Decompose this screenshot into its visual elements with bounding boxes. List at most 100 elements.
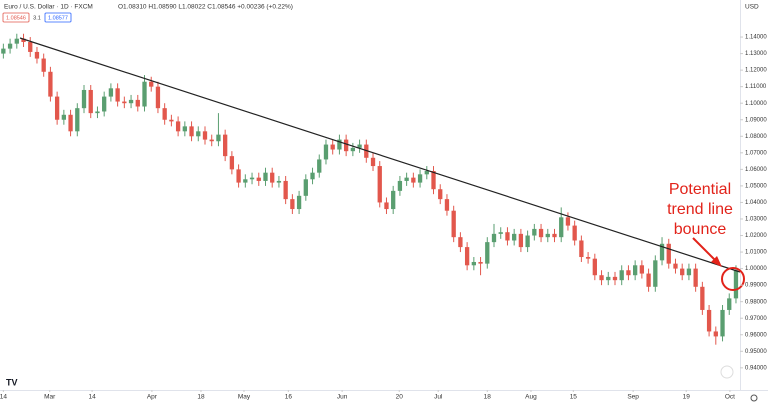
candle-body bbox=[317, 159, 322, 173]
candle-body bbox=[592, 258, 597, 276]
candle-body bbox=[95, 111, 100, 114]
candle-body bbox=[458, 237, 463, 248]
y-tick-label: 1.00000 bbox=[745, 266, 767, 272]
candle-body bbox=[202, 131, 208, 140]
x-tick-label: 18 bbox=[197, 394, 205, 401]
candle-body bbox=[21, 38, 26, 43]
candle-body bbox=[626, 270, 631, 276]
candle-body bbox=[209, 139, 214, 142]
spread: 3.1 bbox=[33, 15, 41, 21]
x-tick-label: Apr bbox=[147, 394, 158, 401]
candle-body bbox=[518, 233, 524, 248]
candle-body bbox=[102, 96, 107, 112]
candle-body bbox=[229, 156, 235, 170]
candle-body bbox=[706, 309, 712, 332]
candle-body bbox=[404, 177, 409, 181]
candle-body bbox=[61, 114, 67, 120]
candle-body bbox=[54, 96, 60, 120]
candle-body bbox=[471, 261, 476, 266]
candle-body bbox=[485, 242, 490, 264]
arrow-head bbox=[711, 256, 722, 267]
candle-body bbox=[444, 199, 450, 211]
candle-body bbox=[290, 199, 295, 210]
candle-body bbox=[572, 225, 577, 241]
x-tick-label: 14 bbox=[0, 394, 7, 401]
x-tick-label: Aug bbox=[525, 394, 537, 401]
x-tick-label: 18 bbox=[484, 394, 492, 401]
bid-price: 1.08546 bbox=[6, 15, 26, 21]
x-tick-label: May bbox=[238, 394, 251, 401]
annotation-text: Potential bbox=[669, 181, 731, 198]
candle-body bbox=[263, 172, 268, 181]
candle-body bbox=[646, 273, 651, 287]
candle-body bbox=[417, 174, 423, 183]
candle-body bbox=[384, 202, 389, 210]
candle-body bbox=[700, 286, 705, 310]
y-tick-label: 0.95000 bbox=[745, 349, 767, 355]
candle-body bbox=[68, 114, 73, 132]
candle-body bbox=[599, 275, 604, 281]
candle-body bbox=[256, 177, 261, 181]
candle-body bbox=[34, 51, 40, 59]
candle-body bbox=[357, 144, 362, 148]
candle-body bbox=[673, 263, 678, 269]
candle-body bbox=[552, 233, 557, 238]
scroll-button[interactable] bbox=[720, 365, 734, 379]
candle-body bbox=[283, 180, 288, 200]
currency: USD bbox=[745, 4, 759, 11]
candle-body bbox=[491, 233, 497, 243]
candles bbox=[1, 33, 739, 345]
y-tick-label: 1.06000 bbox=[745, 167, 767, 173]
candle-body bbox=[653, 260, 658, 287]
candle-body bbox=[639, 265, 645, 274]
y-tick-label: 1.04000 bbox=[745, 200, 767, 206]
candle-body bbox=[464, 247, 470, 266]
candle-body bbox=[270, 172, 275, 183]
candle-body bbox=[7, 43, 13, 49]
bid-box bbox=[2, 12, 30, 23]
candle-body bbox=[75, 108, 80, 132]
candle-body bbox=[350, 147, 356, 152]
y-tick-label: 1.11000 bbox=[745, 84, 767, 90]
candle-body bbox=[733, 270, 739, 299]
candle-body bbox=[149, 81, 154, 87]
candle-body bbox=[249, 177, 255, 180]
candle-body bbox=[142, 81, 147, 107]
x-tick-label: 15 bbox=[570, 394, 578, 401]
candle-body bbox=[189, 126, 194, 137]
candle-body bbox=[14, 38, 19, 44]
candle-body bbox=[686, 268, 692, 276]
y-tick-label: 1.07000 bbox=[745, 150, 767, 156]
y-tick-label: 1.14000 bbox=[745, 35, 767, 41]
settings-icon[interactable] bbox=[750, 394, 758, 402]
candle-body bbox=[585, 257, 591, 259]
y-tick-label: 1.12000 bbox=[745, 68, 767, 74]
candle-body bbox=[512, 233, 517, 241]
y-tick-label: 1.13000 bbox=[745, 51, 767, 57]
x-tick-label: 14 bbox=[88, 394, 96, 401]
candle-body bbox=[216, 134, 221, 142]
candle-body bbox=[196, 131, 201, 137]
x-tick-label: Sep bbox=[627, 394, 639, 401]
candle-body bbox=[223, 134, 228, 157]
candle-body bbox=[727, 298, 732, 310]
candle-body bbox=[377, 166, 382, 203]
candle-body bbox=[276, 180, 282, 183]
candle-body bbox=[666, 243, 671, 264]
candle-body bbox=[169, 119, 174, 122]
candle-body bbox=[693, 268, 698, 287]
annotation-text: bounce bbox=[674, 221, 727, 238]
candle-body bbox=[720, 309, 725, 337]
x-tick-label: Jun bbox=[337, 394, 348, 401]
candle-body bbox=[128, 99, 134, 104]
x-tick-label: 19 bbox=[683, 394, 691, 401]
candle-body bbox=[48, 71, 53, 97]
candle-body bbox=[182, 126, 187, 132]
candle-body bbox=[438, 189, 443, 200]
candle-body bbox=[505, 232, 510, 241]
candle-body bbox=[612, 276, 618, 281]
candle-body bbox=[411, 177, 416, 183]
y-tick-label: 1.01000 bbox=[745, 250, 767, 256]
